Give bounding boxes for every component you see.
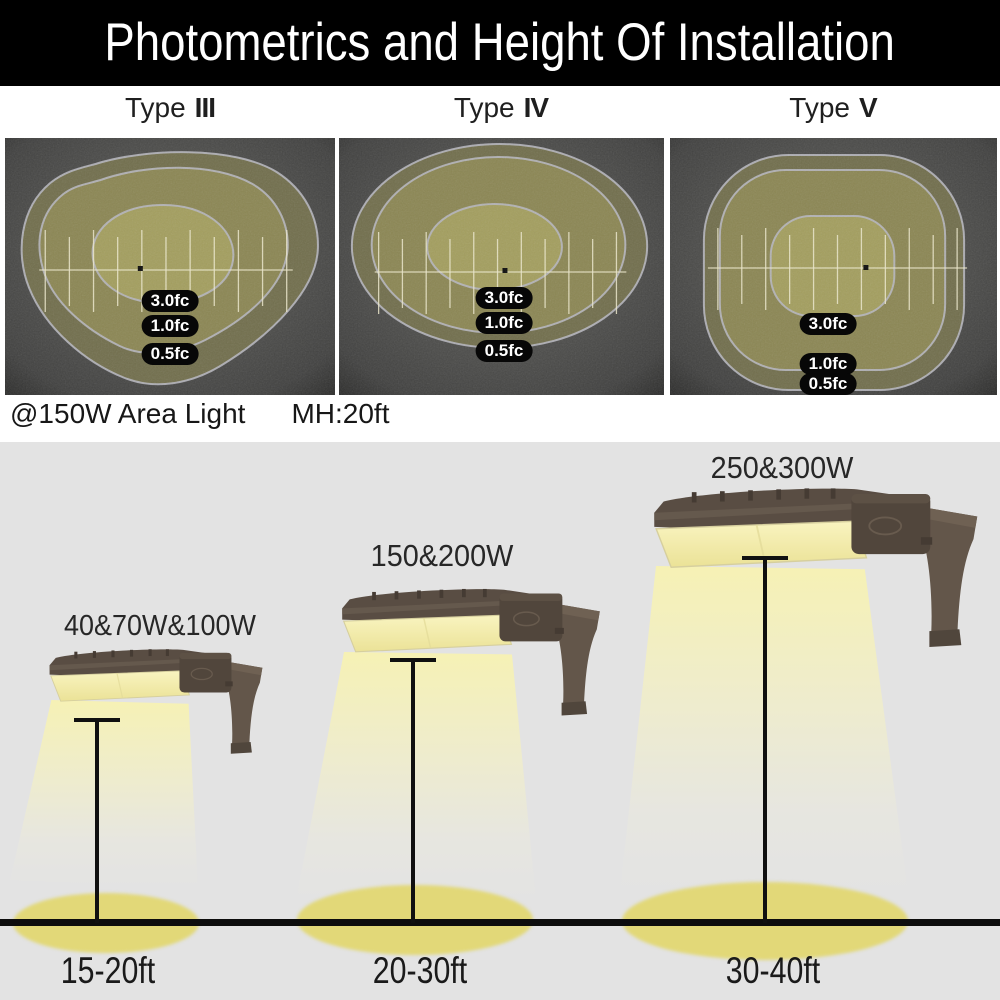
fc-badge: 3.0fc [141,290,199,312]
photometric-panel-type-v: 3.0fc 1.0fc 0.5fc [670,138,997,395]
photometric-diagram-type-iv [339,138,664,395]
photometric-diagram-type-v [670,138,997,395]
wattage-label: 40&70W&100W [64,610,256,642]
ground-line [0,919,1000,926]
fc-badge: 3.0fc [475,287,533,309]
type-label-iii: Type III [124,92,216,123]
type-label-iv: Type IV [453,92,549,123]
fc-badge: 1.0fc [141,315,199,337]
wattage-label: 150&200W [370,538,514,573]
page-title: Photometrics and Height Of Installation [104,13,896,72]
photometric-panel-type-iv: 3.0fc 1.0fc 0.5fc [339,138,664,395]
wattage-label: 250&300W [710,450,854,485]
mounting-pole [763,556,767,923]
fc-badge: 1.0fc [799,353,857,375]
fc-badge: 0.5fc [799,373,857,395]
caption-mounting-height: MH:20ft [291,398,390,429]
photometrics-caption: @150W Area Light MH:20ft [10,398,389,430]
photometric-panel-type-iii: 3.0fc 1.0fc 0.5fc [5,138,335,395]
photometric-diagram-type-iii [5,138,335,395]
area-light-fixture-medium [333,556,603,717]
fc-badge: 1.0fc [475,312,533,334]
height-range-label: 15-20ft [60,950,156,991]
fc-badge: 0.5fc [141,343,199,365]
mounting-pole [411,658,415,923]
caption-wattage: @150W Area Light [10,398,246,429]
height-range-label: 30-40ft [725,950,821,991]
fc-badge: 3.0fc [799,313,857,335]
height-range-label: 20-30ft [372,950,468,991]
mounting-pole [95,718,99,923]
title-banner: Photometrics and Height Of Installation [0,0,1000,86]
fc-badge: 0.5fc [475,340,533,362]
type-label-v: Type V [789,92,877,123]
